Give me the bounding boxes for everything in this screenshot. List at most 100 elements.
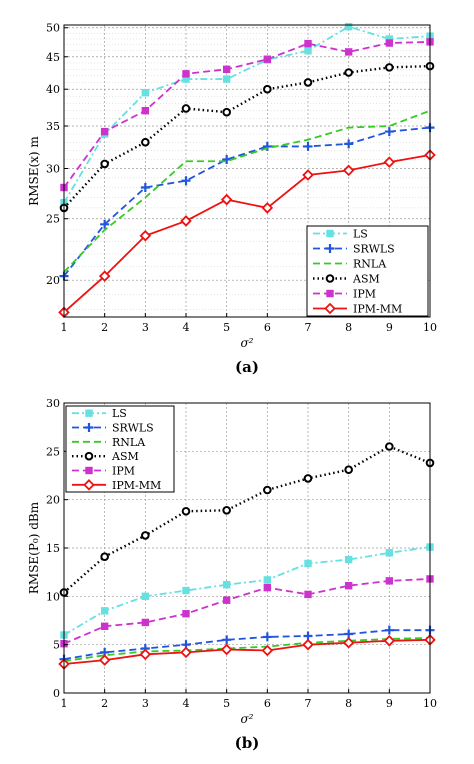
data-point <box>100 159 109 169</box>
data-point <box>263 84 272 94</box>
data-point <box>100 552 109 562</box>
data-point <box>222 506 231 515</box>
x-tick-label: 3 <box>142 321 149 334</box>
legend-label: SRWLS <box>353 243 395 256</box>
data-point <box>141 88 150 97</box>
legend-label: SRWLS <box>112 422 154 435</box>
legend-label: ASM <box>352 273 380 286</box>
legend-marker <box>84 451 94 461</box>
legend-box <box>65 405 175 493</box>
panel-label: (a) <box>235 358 259 376</box>
x-tick-label: 1 <box>61 697 68 710</box>
y-tick-label: 10 <box>46 590 60 603</box>
data-point <box>140 182 150 192</box>
data-point <box>344 555 353 564</box>
data-point <box>98 270 111 282</box>
legend-label: IPM <box>112 465 135 478</box>
data-point <box>342 164 355 177</box>
y-tick-label: 25 <box>46 445 60 458</box>
data-point <box>303 474 313 483</box>
x-tick-label: 7 <box>305 697 312 710</box>
data-point <box>304 47 312 55</box>
data-point <box>261 202 274 214</box>
data-point <box>139 230 152 242</box>
y-tick-label: 50 <box>46 22 60 35</box>
data-point <box>141 107 150 115</box>
y-axis-label: RMSE(P₀) dBm <box>27 501 41 594</box>
data-point <box>263 576 272 584</box>
data-point <box>344 22 353 31</box>
legend-marker <box>85 409 93 417</box>
data-point <box>141 618 150 627</box>
legend-box <box>306 225 429 317</box>
y-axis-label: RMSE(x) m <box>27 136 41 206</box>
data-point <box>182 610 190 618</box>
series-line <box>63 126 431 277</box>
series-line <box>63 154 431 313</box>
data-point <box>303 78 313 87</box>
legend-label: LS <box>353 228 368 241</box>
data-point <box>342 636 355 649</box>
legend-marker <box>85 466 93 475</box>
legend-marker <box>326 289 334 298</box>
data-point <box>385 63 394 72</box>
data-point <box>304 39 312 48</box>
x-axis-label: σ² <box>240 712 253 726</box>
legend-marker <box>83 479 95 491</box>
data-point <box>222 75 231 83</box>
y-tick-label: 35 <box>46 120 60 133</box>
data-point <box>180 215 192 227</box>
data-point <box>222 596 231 604</box>
y-tick-label: 30 <box>46 162 60 175</box>
data-point <box>384 625 394 635</box>
x-tick-label: 10 <box>423 697 437 710</box>
data-point <box>385 549 394 557</box>
y-tick-label: 0 <box>53 687 60 700</box>
series-line <box>63 578 431 645</box>
series-line <box>63 109 431 273</box>
data-point <box>182 586 190 595</box>
legend-marker <box>324 302 336 315</box>
legend-marker <box>84 423 94 432</box>
data-point <box>181 506 191 516</box>
series-line <box>63 637 431 662</box>
series-asm <box>59 61 435 213</box>
x-tick-label: 9 <box>386 697 393 710</box>
data-point <box>383 635 396 647</box>
data-point <box>139 648 152 661</box>
series-line <box>63 629 430 661</box>
x-tick-label: 9 <box>386 321 393 334</box>
x-tick-label: 4 <box>183 697 190 710</box>
legend-label: ASM <box>111 450 139 463</box>
data-point <box>263 55 272 63</box>
series-line <box>63 546 431 636</box>
data-point <box>384 127 394 137</box>
x-axis-label: σ² <box>240 336 253 350</box>
x-tick-label: 5 <box>223 321 230 334</box>
data-point <box>263 485 272 495</box>
data-point <box>220 193 233 206</box>
x-tick-label: 2 <box>101 697 108 710</box>
data-point <box>385 442 394 451</box>
data-point <box>385 577 394 585</box>
data-point <box>181 176 191 186</box>
chart-panel-b: 1 2 3 4 5 6 7 8 9 10 0 5 10 15 20 25 30 σ² RMSE(P₀) dBm (b)… <box>27 397 437 752</box>
legend-marker <box>325 244 335 253</box>
data-point <box>344 465 353 475</box>
data-point <box>263 583 272 592</box>
legend-marker <box>325 274 335 283</box>
data-point <box>222 107 231 117</box>
legend-label: IPM-MM <box>112 479 161 492</box>
axes-frame <box>63 24 431 318</box>
x-tick-label: 8 <box>345 697 352 710</box>
legend-marker <box>326 229 334 238</box>
data-point <box>181 104 191 113</box>
y-tick-label: 5 <box>53 639 60 652</box>
data-point <box>182 70 190 78</box>
data-point <box>302 169 314 181</box>
series-line <box>63 638 431 665</box>
data-point <box>220 643 233 656</box>
